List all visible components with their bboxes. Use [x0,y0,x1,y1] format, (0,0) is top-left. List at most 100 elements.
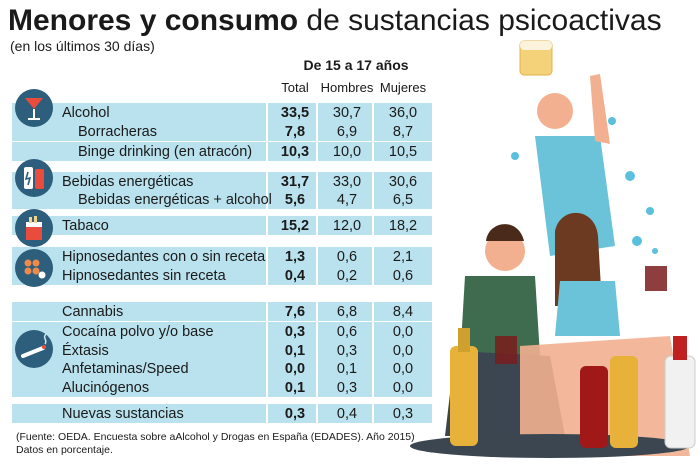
column-separator [316,172,318,191]
cell-mujeres: 0,0 [392,380,414,396]
table-row [12,404,432,423]
column-separator [372,266,374,285]
cell-mujeres: 10,5 [388,144,418,160]
column-separator [372,172,374,191]
cell-total: 7,8 [284,124,306,140]
cell-total: 5,6 [284,192,306,208]
cell-total: 0,3 [284,406,306,422]
column-separator [266,247,268,266]
cell-mujeres: 30,6 [388,174,418,190]
chart-subtitle: (en los últimos 30 días) [10,38,155,54]
cell-total: 1,3 [284,249,306,265]
table-row [12,322,432,341]
joint-icon [15,330,53,368]
group-header: De 15 a 17 años [303,57,409,73]
column-separator [266,378,268,397]
column-separator [266,142,268,161]
table-row [12,216,432,235]
row-label: Tabaco [62,218,109,234]
table-row [12,266,432,285]
table-row [12,122,432,141]
column-separator [372,142,374,161]
column-separator [372,404,374,423]
teens-illustration [400,36,700,459]
cell-mujeres: 0,6 [392,268,414,284]
cell-mujeres: 6,5 [392,192,414,208]
column-separator [316,247,318,266]
column-separator [266,341,268,360]
cell-total: 0,1 [284,343,306,359]
row-label: Alucinógenos [62,380,150,396]
cigarette-pack-icon [15,209,53,247]
title-bold: Menores y consumo [8,4,299,37]
cell-total: 0,0 [284,361,306,377]
cell-hombres: 30,7 [332,105,362,121]
title-light: de sustancias psicoactivas [306,4,662,37]
cell-hombres: 0,6 [336,249,358,265]
row-label: Bebidas energéticas [62,174,194,190]
column-separator [372,302,374,321]
source-note: (Fuente: OEDA. Encuesta sobre aAlcohol y… [16,431,415,443]
table-row [12,247,432,266]
column-separator [266,103,268,122]
cell-total: 33,5 [280,105,310,121]
table-row [12,103,432,122]
cell-mujeres: 18,2 [388,218,418,234]
cell-hombres: 4,7 [336,192,358,208]
column-separator [316,190,318,209]
column-separator [372,378,374,397]
column-separator [266,266,268,285]
column-separator [372,247,374,266]
table-row [12,359,432,378]
row-label: Nuevas sustancias [62,406,184,422]
column-separator [316,404,318,423]
col-header-hombres: Hombres [320,80,374,95]
cell-hombres: 6,9 [336,124,358,140]
cell-total: 10,3 [280,144,310,160]
column-separator [316,216,318,235]
row-label: Hipnosedantes con o sin receta [62,249,266,265]
table-row [12,142,432,161]
table-row [12,341,432,360]
row-label: Cannabis [62,304,124,320]
column-separator [266,122,268,141]
cell-hombres: 12,0 [332,218,362,234]
column-separator [266,359,268,378]
table-row [12,302,432,321]
cell-hombres: 0,6 [336,324,358,340]
cell-total: 7,6 [284,304,306,320]
cell-hombres: 0,2 [336,268,358,284]
row-label: Hipnosedantes sin receta [62,268,226,284]
column-separator [372,216,374,235]
column-separator [372,322,374,341]
column-separator [316,378,318,397]
column-separator [316,103,318,122]
column-separator [266,322,268,341]
row-label: Alcohol [62,105,110,121]
energy-drink-icon [15,159,53,197]
col-header-total: Total [281,80,309,95]
row-label: Cocaína polvo y/o base [62,324,214,340]
row-label: Bebidas energéticas + alcohol [78,192,272,208]
column-separator [372,190,374,209]
pills-icon [15,249,53,287]
table-row [12,172,432,191]
cell-hombres: 6,8 [336,304,358,320]
cell-total: 0,4 [284,268,306,284]
cell-total: 0,3 [284,324,306,340]
cell-mujeres: 0,3 [392,406,414,422]
column-separator [316,359,318,378]
col-header-mujeres: Mujeres [379,80,427,95]
column-separator [316,122,318,141]
column-separator [266,216,268,235]
column-separator [372,359,374,378]
row-label: Anfetaminas/Speed [62,361,189,377]
cocktail-icon [15,89,53,127]
cell-mujeres: 0,0 [392,343,414,359]
column-separator [266,404,268,423]
column-separator [266,190,268,209]
cell-total: 0,1 [284,380,306,396]
row-label: Borracheras [78,124,157,140]
column-separator [316,341,318,360]
cell-mujeres: 36,0 [388,105,418,121]
